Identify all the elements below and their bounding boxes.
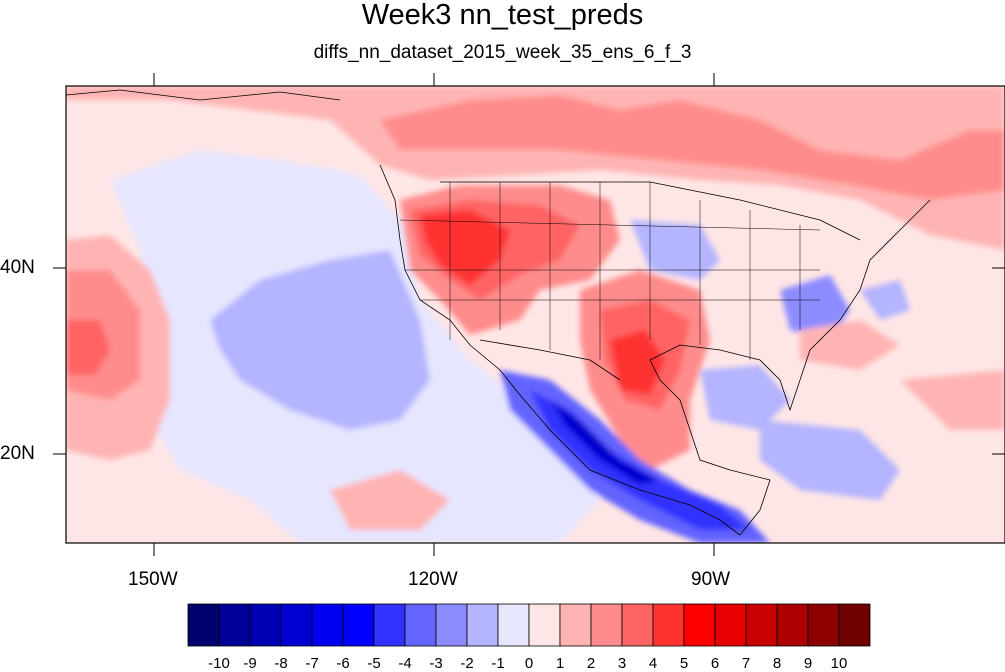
colorbar-label: 7 [742,655,750,672]
colorbar-swatch [249,603,282,647]
colorbar-label: 1 [556,655,564,672]
colorbar-label: -9 [243,655,256,672]
colorbar-label: -6 [336,655,349,672]
colorbar-label: 2 [587,655,595,672]
x-tick-label-90w: 90W [691,569,731,590]
colorbar-swatch [342,603,375,647]
alaska-coastline [66,89,341,101]
colorbar-label: 5 [680,655,688,672]
colorbar-label: -10 [208,655,230,672]
colorbar-swatch [435,603,468,647]
region-gulf-blue [700,365,790,430]
plot-frame [65,85,1005,544]
region-pacific-blue [210,250,430,430]
region-west-us-core [420,210,510,285]
colorbar-label: -4 [398,655,411,672]
region-texas-core [610,330,665,395]
region-south-pink [330,470,450,530]
colorbar-label: -7 [305,655,318,672]
colorbar-swatch [373,603,406,647]
colorbar: -10 -9 -8 -7 -6 -5 -4 -3 -2 -1 0 1 2 3 4 5 6 7 8 9 10 [187,603,871,672]
colorbar-swatch [559,603,592,647]
colorbar-swatch [590,603,623,647]
region-atlantic-pink [900,370,1005,430]
colorbar-swatch [187,603,220,647]
colorbar-swatch [776,603,809,647]
y-tick-label-20n: 20N [0,443,35,464]
region-east-blue [780,275,850,340]
colorbar-swatch [311,603,344,647]
colorbar-label: 10 [831,655,848,672]
colorbar-swatch [497,603,530,647]
atlantic-coastline [649,199,931,536]
pacific-coastline [379,164,741,536]
region-west-pink-core [66,320,110,375]
plot-title: Week3 nn_test_preds [361,0,644,31]
region-mexico-coast-core [550,400,660,485]
region-atlantic-blue [860,280,910,320]
colorbar-swatch [745,603,778,647]
colorbar-label: 3 [618,655,626,672]
colorbar-label: -3 [429,655,442,672]
colorbar-label: 4 [649,655,657,672]
canada-border [440,181,861,241]
colorbar-label: 8 [773,655,781,672]
region-midwest-blue [630,220,720,280]
region-caribbean-blue [760,420,900,500]
colorbar-label: -8 [274,655,287,672]
region-southeast-pink [800,320,900,370]
colorbar-label: 0 [525,655,533,672]
colorbar-swatch [652,603,685,647]
colorbar-swatch [280,603,313,647]
y-tick-label-40n: 40N [0,257,35,278]
region-north-band-core [380,95,1005,200]
colorbar-swatch [838,603,871,647]
colorbar-swatch [218,603,251,647]
axis-ticks [53,73,1005,556]
mexico-border [479,339,621,381]
colorbar-label: 9 [804,655,812,672]
colorbar-swatch [714,603,747,647]
colorbar-swatch [683,603,716,647]
x-tick-label-150w: 150W [128,569,178,590]
colorbar-label: -2 [460,655,473,672]
map-field [66,86,1005,543]
colorbar-label: -5 [367,655,380,672]
colorbar-swatch [621,603,654,647]
coastlines [66,89,931,536]
colorbar-label: -1 [491,655,504,672]
colorbar-swatch [528,603,561,647]
colorbar-swatch [466,603,499,647]
colorbar-swatch [807,603,840,647]
colorbar-label: 6 [711,655,719,672]
x-tick-label-120w: 120W [408,569,458,590]
state-borders [399,182,821,360]
plot-subtitle: diffs_nn_dataset_2015_week_35_ens_6_f_3 [313,42,692,63]
colorbar-swatch [404,603,437,647]
